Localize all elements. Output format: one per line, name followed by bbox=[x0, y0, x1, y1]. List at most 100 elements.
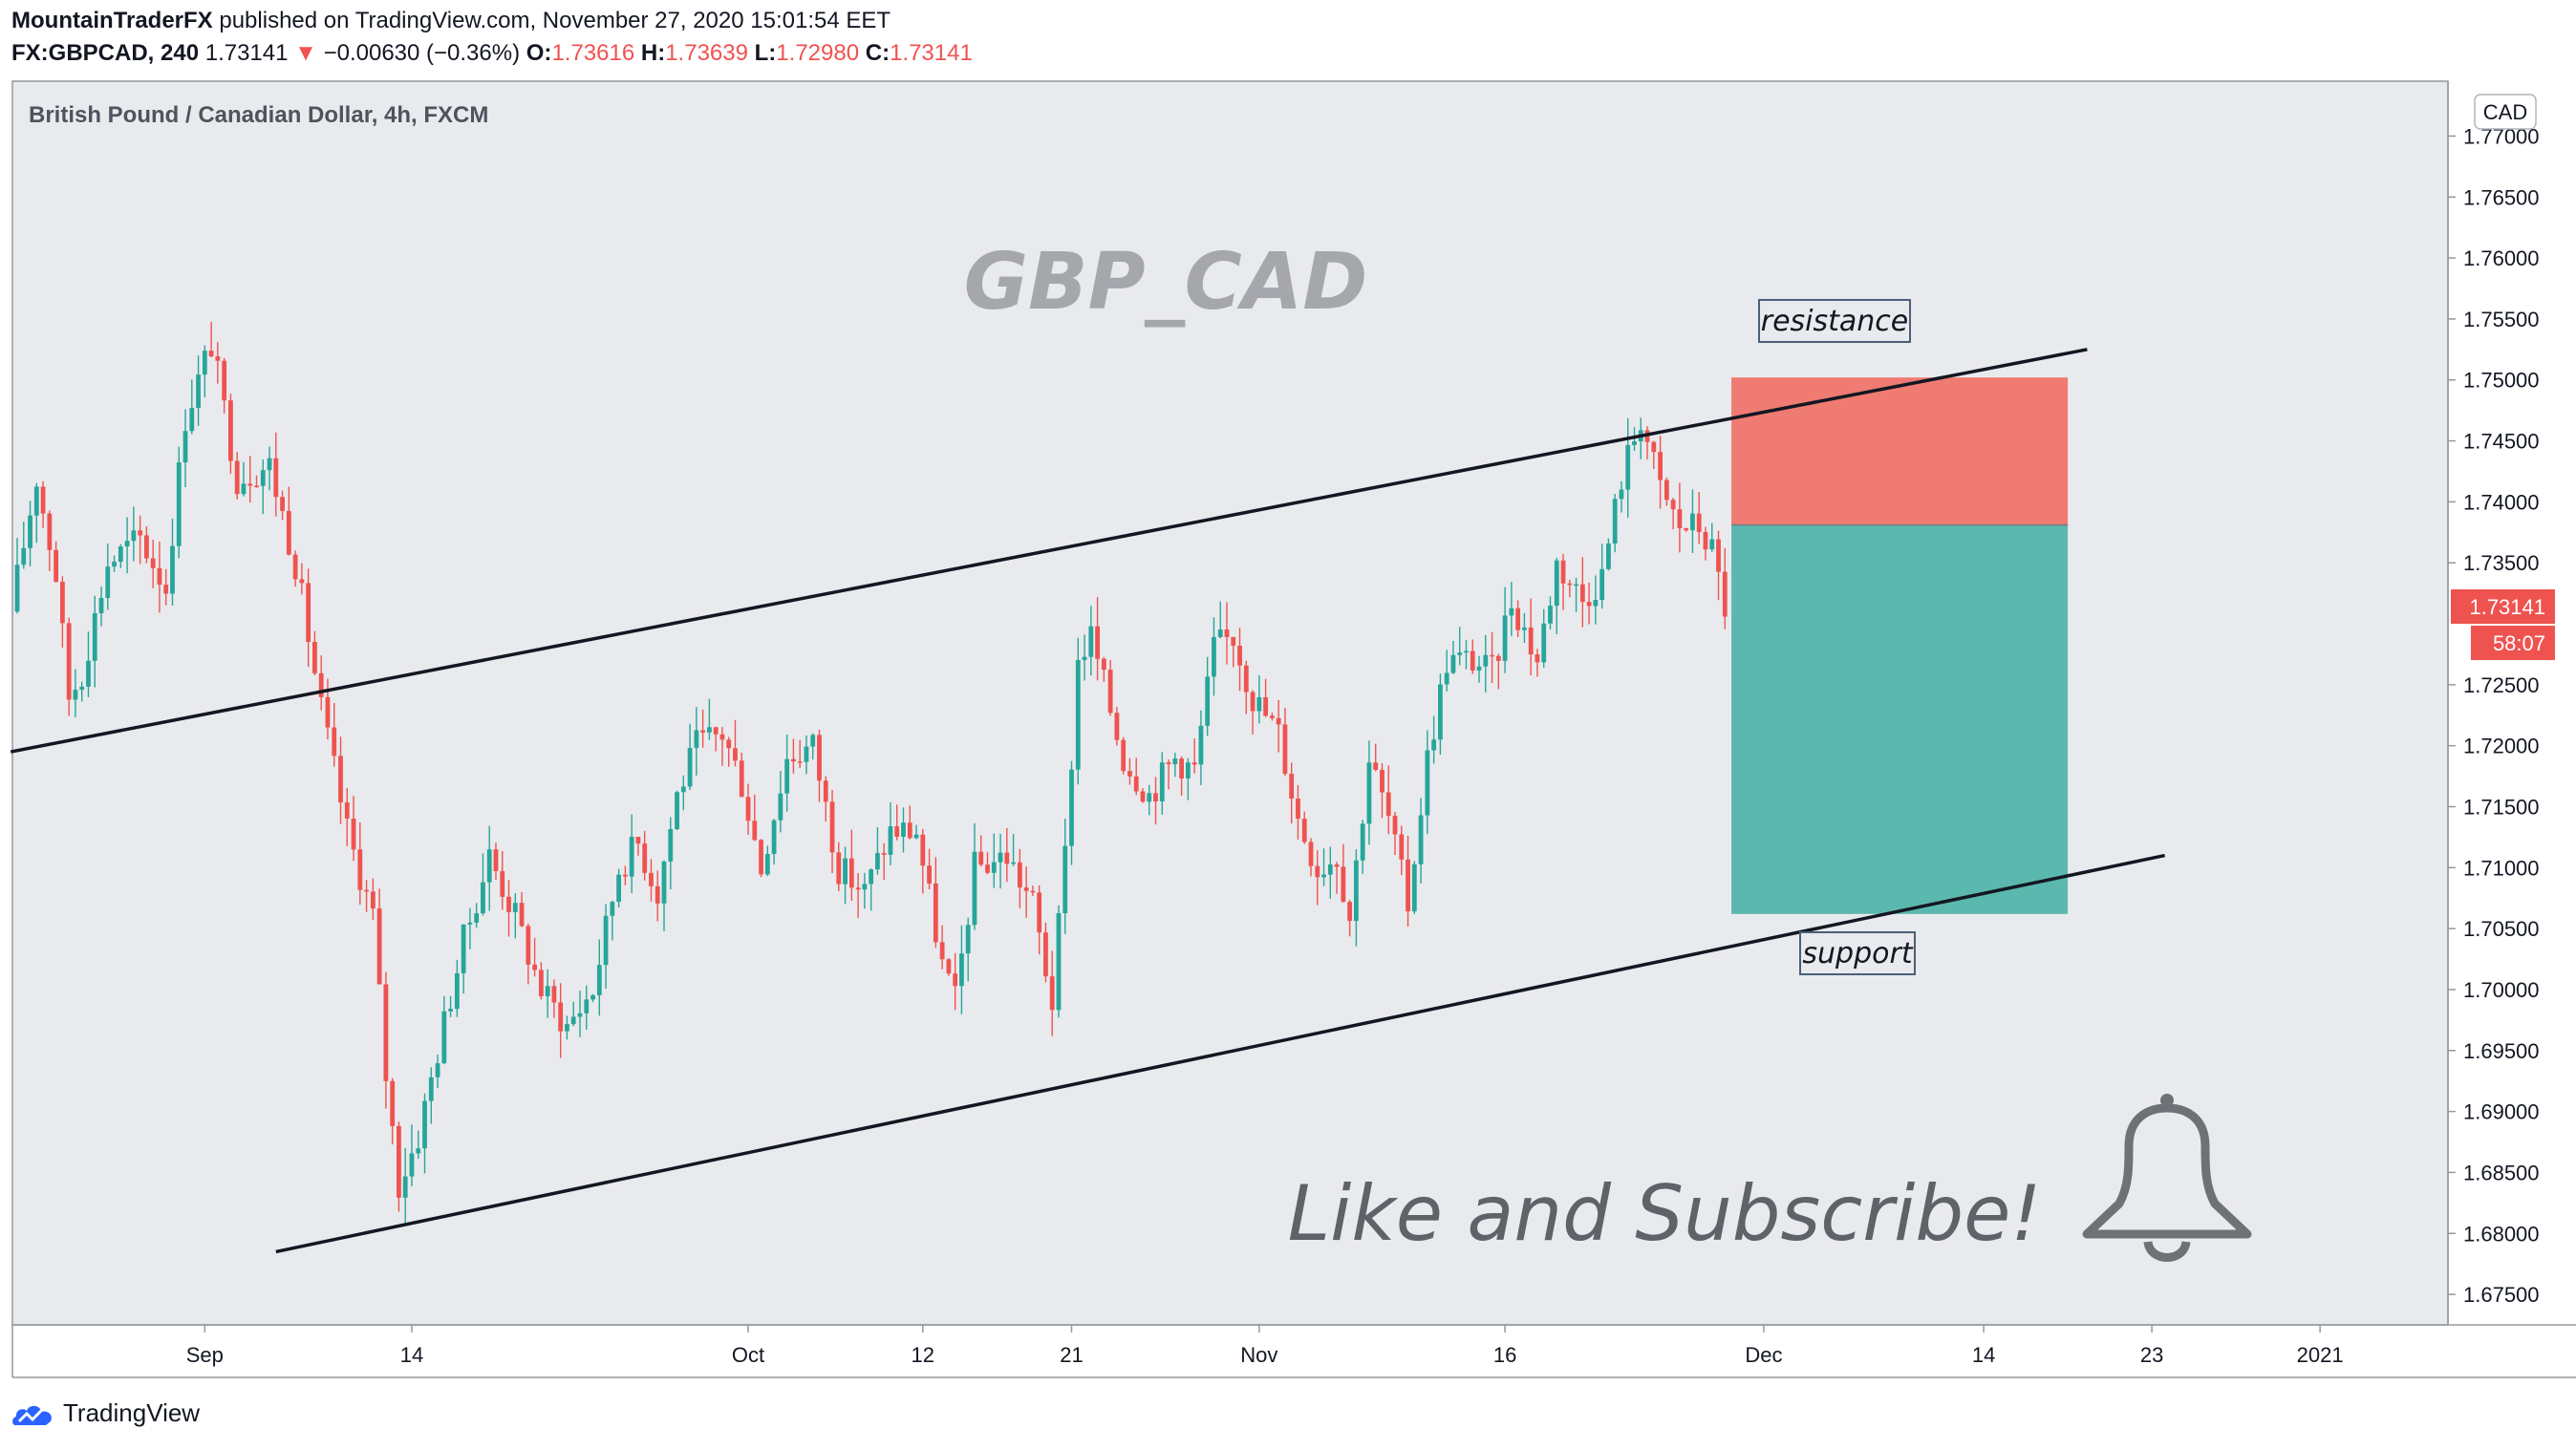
candle-down bbox=[1716, 539, 1721, 572]
candle-down bbox=[397, 1125, 401, 1198]
resistance-callout[interactable]: resistance bbox=[1758, 299, 1911, 343]
ohlc-line: FX:GBPCAD, 240 1.73141 ▼ −0.00630 (−0.36… bbox=[11, 40, 973, 67]
candle-up bbox=[467, 922, 473, 925]
time-tick-label: 2021 bbox=[2297, 1343, 2344, 1367]
countdown-box bbox=[2471, 626, 2555, 661]
candle-up bbox=[675, 792, 679, 830]
tradingview-brand[interactable]: TradingView bbox=[11, 1398, 200, 1428]
candle-down bbox=[1269, 715, 1275, 718]
candle-up bbox=[1011, 862, 1016, 864]
time-axis[interactable]: Sep 14 Oct 12 21 Nov 16 Dec 14 23 2021 bbox=[186, 1325, 2344, 1367]
candle-up bbox=[1327, 864, 1333, 875]
candle-down bbox=[47, 513, 53, 550]
candle-down bbox=[222, 360, 227, 401]
time-tick-label: 12 bbox=[912, 1343, 934, 1367]
candle-up bbox=[1172, 758, 1178, 765]
candle-up bbox=[1606, 543, 1611, 569]
candle-down bbox=[306, 583, 311, 642]
candle-down bbox=[1567, 583, 1573, 586]
candle-down bbox=[1095, 626, 1100, 659]
resistance-trendline[interactable] bbox=[10, 348, 2088, 754]
candle-down bbox=[1670, 500, 1676, 510]
support-label: support bbox=[1802, 937, 1913, 970]
stop-loss-zone[interactable] bbox=[1731, 377, 2069, 525]
down-arrow-icon: ▼ bbox=[294, 40, 317, 66]
candle-down bbox=[254, 485, 259, 488]
candle-up bbox=[1599, 568, 1605, 600]
candle-up bbox=[1450, 654, 1456, 673]
low-value: 1.72980 bbox=[776, 40, 860, 66]
candle-down bbox=[1296, 799, 1300, 820]
candle-up bbox=[913, 834, 919, 839]
price-tick-label: 1.69000 bbox=[2463, 1100, 2540, 1124]
candle-up bbox=[14, 565, 20, 612]
candle-up bbox=[1444, 672, 1449, 685]
bell-icon[interactable] bbox=[2082, 1094, 2252, 1262]
candle-up bbox=[965, 925, 971, 954]
candle-down bbox=[1004, 852, 1010, 864]
candle-down bbox=[1664, 480, 1669, 501]
candle-up bbox=[1185, 762, 1191, 778]
candle-down bbox=[1276, 717, 1281, 725]
open-value: 1.73616 bbox=[551, 40, 635, 66]
candle-down bbox=[1703, 531, 1708, 550]
last-price-box bbox=[2451, 589, 2555, 625]
candle-up bbox=[512, 903, 518, 912]
chart-legend: British Pound / Canadian Dollar, 4h, FXC… bbox=[29, 102, 488, 128]
last-price-label: 1.73141 bbox=[2469, 595, 2545, 619]
price-tick-label: 1.67500 bbox=[2463, 1283, 2540, 1307]
candle-down bbox=[234, 460, 240, 495]
candle-up bbox=[1321, 874, 1326, 878]
candle-down bbox=[138, 530, 143, 536]
candle-down bbox=[1579, 584, 1585, 603]
candle-up bbox=[784, 758, 790, 794]
price-tick-label: 1.73500 bbox=[2463, 551, 2540, 575]
candle-down bbox=[1179, 758, 1184, 778]
candle-down bbox=[978, 851, 984, 865]
close-value: 1.73141 bbox=[890, 40, 973, 66]
published-text: published on TradingView.com, November 2… bbox=[219, 8, 891, 33]
candle-down bbox=[157, 567, 162, 586]
time-tick-label: Sep bbox=[186, 1343, 224, 1367]
time-tick-label: 21 bbox=[1060, 1343, 1083, 1367]
candle-down bbox=[1490, 654, 1494, 657]
currency-badge[interactable]: CAD bbox=[2474, 94, 2537, 130]
candle-up bbox=[1075, 660, 1081, 770]
candle-down bbox=[357, 849, 363, 890]
candle-down bbox=[558, 1002, 564, 1032]
candle-down bbox=[759, 840, 763, 875]
candle-up bbox=[448, 1009, 453, 1012]
candle-down bbox=[1392, 816, 1398, 835]
price-tick-label: 1.76000 bbox=[2463, 246, 2540, 270]
candle-down bbox=[332, 727, 337, 757]
candle-up bbox=[73, 690, 78, 700]
support-callout[interactable]: support bbox=[1799, 931, 1916, 975]
candle-up bbox=[196, 374, 201, 409]
risk-reward-zones[interactable] bbox=[1731, 377, 2069, 914]
candle-down bbox=[1127, 771, 1132, 777]
candle-up bbox=[577, 1013, 583, 1017]
price-axis[interactable]: 1.770001.765001.760001.755001.750001.745… bbox=[2448, 124, 2540, 1307]
candle-up bbox=[1088, 626, 1094, 657]
candle-down bbox=[1043, 932, 1048, 977]
support-trendline[interactable] bbox=[275, 853, 2165, 1254]
publisher-name[interactable]: MountainTraderFX bbox=[11, 8, 213, 33]
trendlines[interactable] bbox=[10, 348, 2165, 1254]
candle-down bbox=[144, 535, 149, 559]
candle-down bbox=[894, 825, 900, 837]
candle-down bbox=[1107, 670, 1113, 714]
candle-up bbox=[1438, 684, 1443, 740]
take-profit-zone[interactable] bbox=[1731, 524, 2069, 914]
candle-up bbox=[1425, 750, 1430, 816]
candle-down bbox=[752, 821, 758, 841]
candle-down bbox=[370, 891, 376, 909]
candle-down bbox=[1037, 892, 1042, 933]
time-tick-label: 23 bbox=[2140, 1343, 2163, 1367]
candle-up bbox=[590, 994, 595, 1000]
candle-up bbox=[86, 660, 91, 687]
candle-up bbox=[124, 541, 130, 547]
price-tick-label: 1.69500 bbox=[2463, 1039, 2540, 1063]
candle-up bbox=[1198, 725, 1204, 765]
time-tick-label: 14 bbox=[400, 1343, 423, 1367]
